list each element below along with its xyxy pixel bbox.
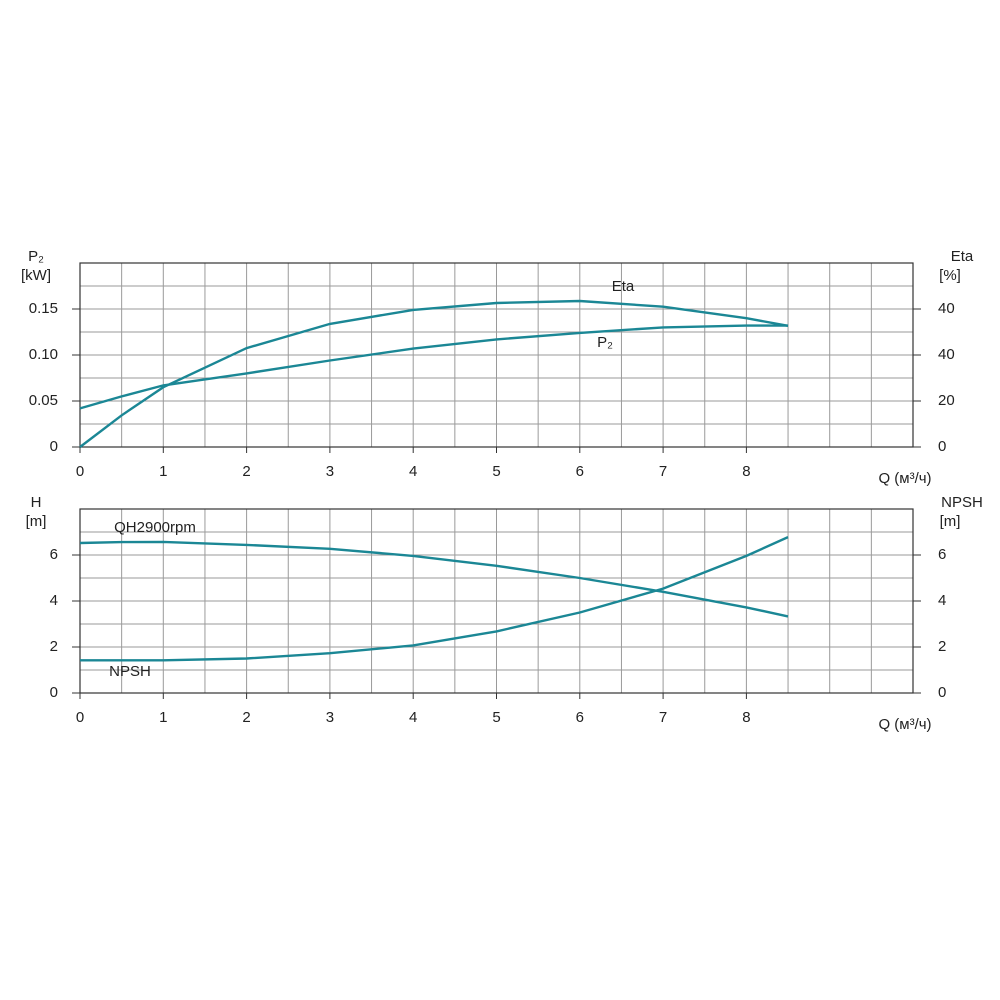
y2-tick-label: 0 bbox=[938, 438, 946, 455]
x-tick-label: 0 bbox=[76, 709, 84, 726]
x-tick-label: 6 bbox=[576, 709, 584, 726]
x-tick-label: 7 bbox=[659, 463, 667, 480]
y-tick-label: 4 bbox=[50, 592, 58, 609]
curve bbox=[79, 324, 788, 410]
y-tick-label: 0.10 bbox=[29, 346, 58, 363]
x-tick-label: 8 bbox=[742, 463, 750, 480]
y-axis-unit: [m] bbox=[26, 513, 47, 530]
y2-tick-label: 6 bbox=[938, 546, 946, 563]
curve-label: NPSH bbox=[109, 663, 151, 680]
y2-axis-unit: [%] bbox=[939, 267, 961, 284]
y2-tick-label: 4 bbox=[938, 592, 946, 609]
x-tick-label: 5 bbox=[492, 463, 500, 480]
x-tick-label: 2 bbox=[242, 709, 250, 726]
y2-tick-label: 2 bbox=[938, 638, 946, 655]
curve-label: P₂ bbox=[597, 334, 613, 351]
x-axis-title: Q (м³/ч) bbox=[878, 470, 931, 487]
y2-axis-unit: [m] bbox=[940, 513, 961, 530]
curve bbox=[79, 299, 789, 448]
x-axis-title: Q (м³/ч) bbox=[878, 716, 931, 733]
x-tick-label: 0 bbox=[76, 463, 84, 480]
x-tick-label: 1 bbox=[159, 463, 167, 480]
curve bbox=[80, 536, 789, 662]
y2-tick-label: 40 bbox=[938, 346, 955, 363]
y-axis-title: H bbox=[31, 494, 42, 511]
y2-tick-label: 20 bbox=[938, 392, 955, 409]
y2-axis-title: Eta bbox=[951, 248, 974, 265]
x-tick-label: 3 bbox=[326, 709, 334, 726]
x-tick-label: 5 bbox=[492, 709, 500, 726]
curve bbox=[79, 540, 789, 618]
y-axis-unit: [kW] bbox=[21, 267, 51, 284]
x-tick-label: 1 bbox=[159, 709, 167, 726]
x-tick-label: 8 bbox=[742, 709, 750, 726]
curve-label: Eta bbox=[612, 278, 635, 295]
x-tick-label: 4 bbox=[409, 463, 417, 480]
x-tick-label: 3 bbox=[326, 463, 334, 480]
curve-label: QH2900rpm bbox=[114, 519, 196, 536]
y2-tick-label: 40 bbox=[938, 300, 955, 317]
x-tick-label: 6 bbox=[576, 463, 584, 480]
y-tick-label: 2 bbox=[50, 638, 58, 655]
x-tick-label: 4 bbox=[409, 709, 417, 726]
y-tick-label: 6 bbox=[50, 546, 58, 563]
y-tick-label: 0.15 bbox=[29, 300, 58, 317]
y-axis-title: P₂ bbox=[28, 248, 44, 265]
y2-tick-label: 0 bbox=[938, 684, 946, 701]
x-tick-label: 7 bbox=[659, 709, 667, 726]
y2-axis-title: NPSH bbox=[941, 494, 983, 511]
y-tick-label: 0.05 bbox=[29, 392, 58, 409]
y-tick-label: 0 bbox=[50, 684, 58, 701]
y-tick-label: 0 bbox=[50, 438, 58, 455]
x-tick-label: 2 bbox=[242, 463, 250, 480]
